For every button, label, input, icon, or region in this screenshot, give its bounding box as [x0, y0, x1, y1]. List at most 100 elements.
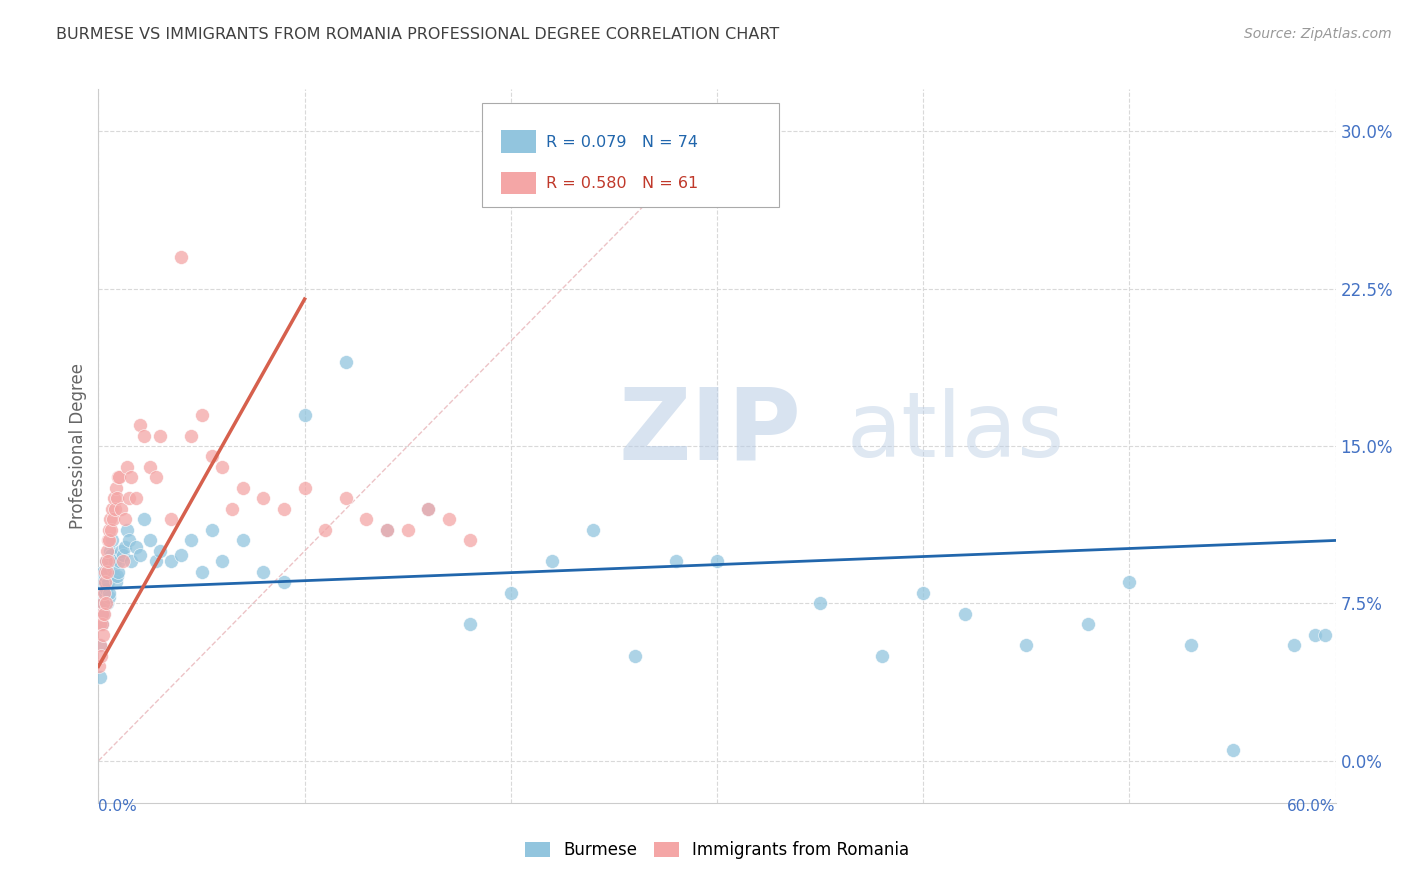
Point [870, 648, 893, 663]
Point [93, 586, 115, 600]
Point [93, 565, 115, 579]
Point [1015, 639, 1038, 653]
Point [93, 575, 115, 590]
Point [104, 575, 127, 590]
Point [145, 554, 167, 568]
Point [170, 548, 193, 562]
Point [97, 554, 120, 568]
Point [91, 628, 114, 642]
FancyBboxPatch shape [482, 103, 779, 207]
Point [180, 533, 202, 548]
Point [107, 565, 129, 579]
Point [104, 554, 127, 568]
Point [437, 512, 460, 526]
Point [953, 607, 976, 621]
Point [294, 408, 316, 422]
Point [356, 512, 378, 526]
Point [1077, 617, 1099, 632]
Point [201, 523, 224, 537]
Point [201, 450, 224, 464]
Text: 60.0%: 60.0% [1288, 798, 1336, 814]
Text: R = 0.580   N = 61: R = 0.580 N = 61 [547, 176, 699, 191]
Point [93, 607, 115, 621]
Point [294, 481, 316, 495]
Point [91, 607, 114, 621]
Point [100, 548, 122, 562]
FancyBboxPatch shape [501, 172, 537, 194]
Point [232, 481, 254, 495]
Point [180, 428, 202, 442]
Point [211, 554, 233, 568]
Point [252, 491, 274, 506]
Point [98, 533, 121, 548]
Point [124, 540, 146, 554]
Point [90, 648, 112, 663]
Point [232, 533, 254, 548]
Legend: Burmese, Immigrants from Romania: Burmese, Immigrants from Romania [519, 835, 915, 866]
Point [190, 408, 212, 422]
Point [132, 428, 155, 442]
Point [582, 523, 605, 537]
Point [211, 460, 233, 475]
Text: R = 0.079   N = 74: R = 0.079 N = 74 [547, 135, 699, 150]
Point [98, 586, 121, 600]
Point [94, 575, 117, 590]
Y-axis label: Professional Degree: Professional Degree [69, 363, 87, 529]
Point [159, 554, 181, 568]
Point [128, 548, 150, 562]
Point [117, 460, 139, 475]
Point [94, 596, 117, 610]
Point [375, 523, 398, 537]
Point [1284, 639, 1306, 653]
Point [1303, 628, 1326, 642]
Point [145, 470, 167, 484]
Point [118, 533, 141, 548]
Point [89, 617, 111, 632]
Point [112, 548, 135, 562]
Point [458, 533, 481, 548]
Point [97, 533, 120, 548]
Point [91, 565, 114, 579]
Point [101, 512, 124, 526]
Point [314, 523, 336, 537]
Point [418, 502, 440, 516]
Point [105, 569, 128, 583]
Point [91, 575, 114, 590]
Point [96, 565, 118, 579]
Point [96, 596, 118, 610]
Point [458, 617, 481, 632]
Point [1315, 628, 1337, 642]
Point [912, 586, 935, 600]
Point [499, 586, 522, 600]
Text: BURMESE VS IMMIGRANTS FROM ROMANIA PROFESSIONAL DEGREE CORRELATION CHART: BURMESE VS IMMIGRANTS FROM ROMANIA PROFE… [56, 27, 779, 42]
Point [93, 586, 115, 600]
Point [1118, 575, 1140, 590]
Point [98, 554, 121, 568]
Point [89, 596, 111, 610]
Point [120, 554, 142, 568]
Point [108, 554, 131, 568]
Point [110, 502, 132, 516]
Point [114, 540, 136, 554]
Point [94, 569, 117, 583]
Point [623, 648, 645, 663]
Text: Source: ZipAtlas.com: Source: ZipAtlas.com [1244, 27, 1392, 41]
Point [90, 617, 112, 632]
Point [97, 560, 120, 574]
Point [101, 560, 124, 574]
Point [139, 460, 162, 475]
Point [100, 523, 122, 537]
Point [114, 512, 136, 526]
Point [273, 502, 295, 516]
Point [396, 523, 419, 537]
Point [139, 533, 162, 548]
Point [541, 554, 564, 568]
Point [96, 565, 118, 579]
Point [117, 523, 139, 537]
Point [375, 523, 398, 537]
Point [96, 544, 118, 558]
Point [159, 512, 181, 526]
Point [1222, 743, 1244, 757]
Point [132, 512, 155, 526]
Point [101, 502, 124, 516]
